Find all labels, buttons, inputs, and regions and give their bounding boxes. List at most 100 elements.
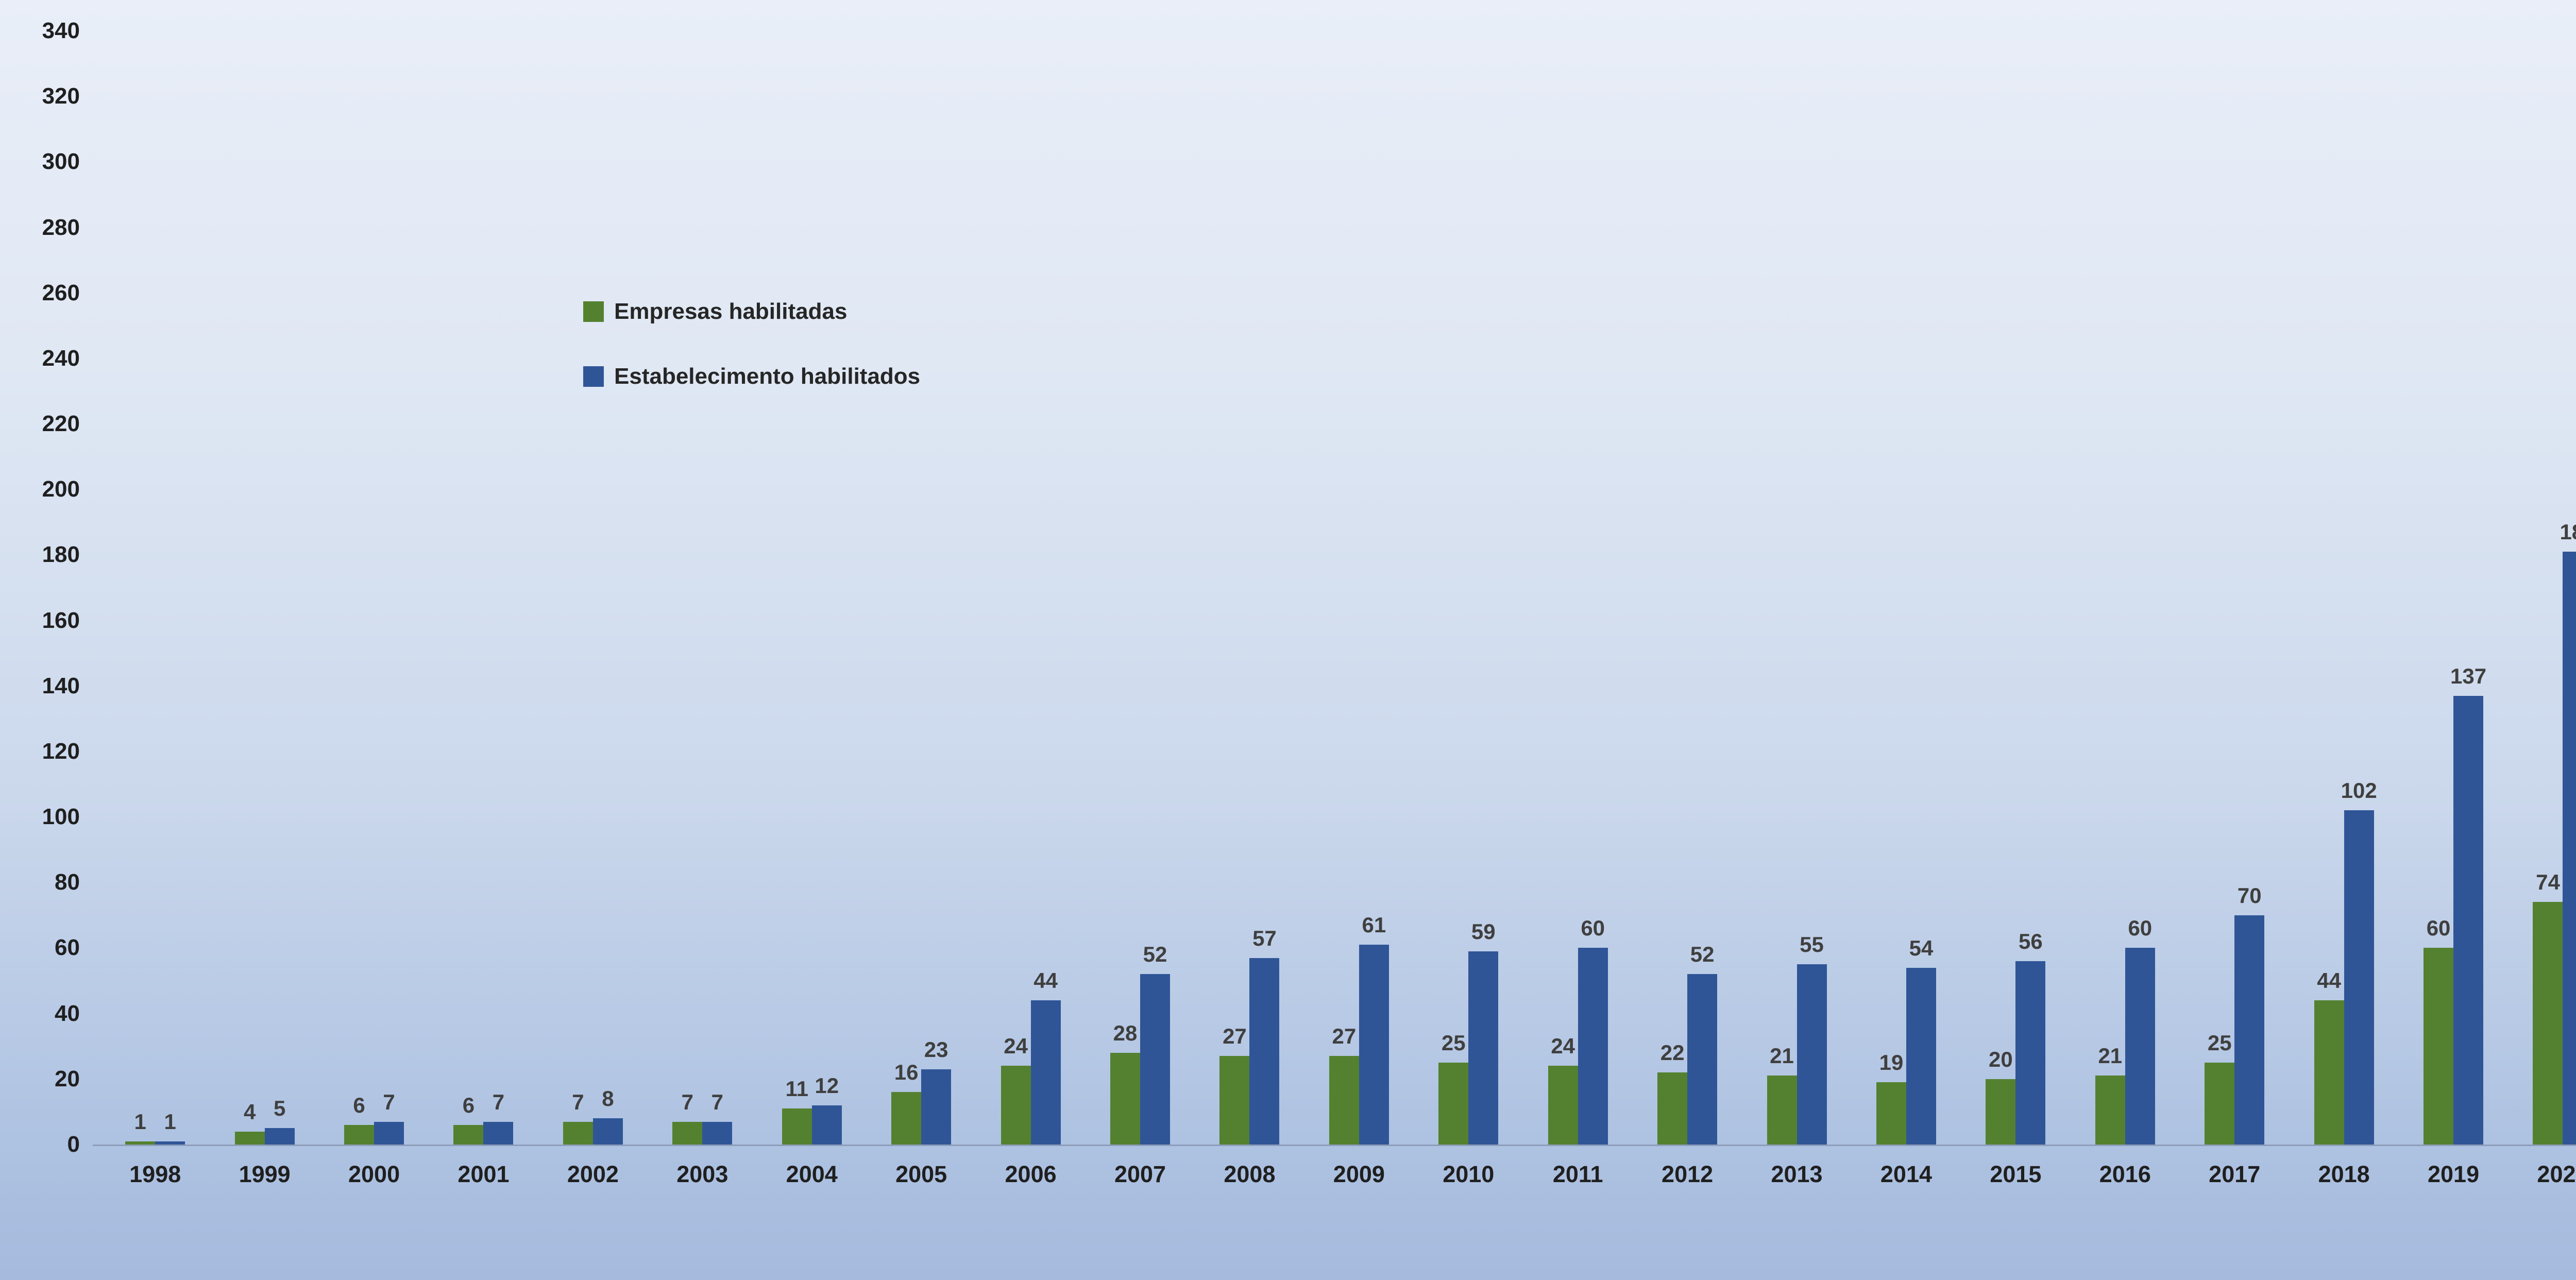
x-tick-label: 2012 <box>1662 1161 1714 1187</box>
year-group: 28 52 2007 <box>1086 31 1195 1187</box>
year-group: 7 7 2003 <box>648 31 757 1187</box>
bar-empresas: 28 <box>1110 1021 1140 1145</box>
bar-value-label: 7 <box>572 1089 584 1114</box>
x-tick-label: 2008 <box>1224 1161 1276 1187</box>
legend-item-estabelecimento: Estabelecimento habilitados <box>583 364 920 389</box>
bar-value-label: 7 <box>492 1089 505 1114</box>
bar-value-label: 61 <box>1362 913 1386 937</box>
legend-label-empresas: Empresas habilitadas <box>614 299 848 324</box>
bar-value-label: 44 <box>1033 968 1058 993</box>
year-group: 1 1 1998 <box>100 31 210 1187</box>
bar-estabelecimento: 8 <box>592 1086 623 1145</box>
bar-estabelecimento: 12 <box>811 1073 842 1145</box>
bar-empresas: 6 <box>453 1093 484 1145</box>
bar-estabelecimento: 55 <box>1797 932 1827 1145</box>
bar-empresas: 16 <box>891 1060 922 1145</box>
bar-pair: 74 181 <box>2533 31 2576 1145</box>
y-axis: 0 20 40 60 80 100 120 140 160 180 200 220 240 260 280 3… <box>0 18 80 1157</box>
x-tick-label: 2001 <box>457 1161 510 1187</box>
bar-estabelecimento: 59 <box>1468 919 1499 1145</box>
year-group: 4 5 1999 <box>210 31 319 1187</box>
bar-estabelecimento: 52 <box>1140 942 1170 1145</box>
x-tick-label: 2007 <box>1114 1161 1166 1187</box>
bar-estabelecimento: 23 <box>921 1037 952 1145</box>
year-group: 6 7 2000 <box>319 31 429 1187</box>
bar-empresas: 7 <box>672 1090 703 1145</box>
year-group: 21 55 2013 <box>1742 31 1851 1187</box>
bar-pair: 16 23 <box>891 31 952 1145</box>
x-tick-label: 2005 <box>895 1161 947 1187</box>
bar-empresas: 6 <box>344 1093 375 1145</box>
bar-value-label: 56 <box>2019 929 2043 953</box>
bar-pair: 21 60 <box>2095 31 2155 1145</box>
bar-empresas: 74 <box>2533 870 2563 1145</box>
bar-value-label: 60 <box>2128 916 2153 941</box>
bar-value-label: 23 <box>924 1037 948 1062</box>
year-group: 20 56 2015 <box>1961 31 2070 1187</box>
y-tick-label: 220 <box>42 411 80 437</box>
bar-value-label: 7 <box>383 1089 395 1114</box>
y-tick-label: 140 <box>42 673 80 698</box>
bar-value-label: 181 <box>2560 520 2576 544</box>
bar-value-label: 137 <box>2450 663 2487 688</box>
bar-estabelecimento: 102 <box>2341 778 2377 1145</box>
year-group: 27 61 2009 <box>1304 31 1414 1187</box>
y-tick-label: 100 <box>42 804 80 830</box>
y-tick-label: 60 <box>55 935 80 961</box>
year-group: 44 102 2018 <box>2289 31 2398 1187</box>
year-group: 25 70 2017 <box>2180 31 2289 1187</box>
legend-swatch-estabelecimento <box>583 366 604 387</box>
x-tick-label: 2014 <box>1880 1161 1933 1187</box>
bar-estabelecimento: 60 <box>1578 916 1608 1145</box>
year-group: 27 57 2008 <box>1195 31 1304 1187</box>
x-tick-label: 2003 <box>676 1161 728 1187</box>
bar-empresas: 24 <box>1001 1034 1031 1145</box>
x-tick-label: 1999 <box>239 1161 291 1187</box>
year-group: 22 52 2012 <box>1633 31 1742 1187</box>
year-group: 19 54 2014 <box>1852 31 1961 1187</box>
bar-empresas: 24 <box>1548 1034 1578 1145</box>
year-group: 7 8 2002 <box>538 31 648 1187</box>
bar-empresas: 25 <box>2205 1031 2235 1145</box>
bar-value-label: 44 <box>2317 968 2341 993</box>
bar-pair: 44 102 <box>2314 31 2377 1145</box>
bar-pair: 24 60 <box>1548 31 1608 1145</box>
year-group: 21 60 2016 <box>2071 31 2180 1187</box>
bar-value-label: 74 <box>2536 870 2560 895</box>
bar-pair: 11 12 <box>782 31 842 1145</box>
y-tick-label: 0 <box>67 1132 80 1157</box>
bar-empresas: 1 <box>125 1110 156 1145</box>
bar-estabelecimento: 70 <box>2234 883 2265 1145</box>
bar-value-label: 24 <box>1004 1034 1028 1059</box>
bar-pair: 25 70 <box>2205 31 2265 1145</box>
y-tick-label: 40 <box>55 1000 80 1026</box>
y-tick-label: 20 <box>55 1066 80 1091</box>
year-group: 6 7 2001 <box>429 31 538 1187</box>
bar-pair: 22 52 <box>1657 31 1718 1145</box>
bar-value-label: 102 <box>2341 778 2377 803</box>
bar-value-label: 55 <box>1800 932 1824 957</box>
x-tick-label: 2016 <box>2099 1161 2151 1187</box>
bar-value-label: 4 <box>243 1099 256 1124</box>
bar-value-label: 11 <box>785 1077 808 1101</box>
bar-estabelecimento: 61 <box>1359 913 1389 1145</box>
bar-estabelecimento: 44 <box>1030 968 1061 1145</box>
bar-empresas: 11 <box>782 1077 812 1145</box>
x-tick-label: 2011 <box>1552 1161 1603 1187</box>
bar-empresas: 19 <box>1876 1050 1906 1145</box>
bar-value-label: 24 <box>1551 1034 1575 1059</box>
bar-value-label: 6 <box>462 1093 475 1117</box>
bar-estabelecimento: 7 <box>483 1090 514 1145</box>
bar-value-label: 20 <box>1989 1047 2013 1071</box>
x-tick-label: 2018 <box>2318 1161 2370 1187</box>
bar-value-label: 7 <box>681 1089 693 1114</box>
bar-value-label: 21 <box>2098 1044 2123 1068</box>
bar-pair: 60 137 <box>2424 31 2487 1145</box>
bar-estabelecimento: 56 <box>2015 929 2046 1145</box>
legend-item-empresas: Empresas habilitadas <box>583 299 920 325</box>
bar-empresas: 27 <box>1219 1024 1250 1145</box>
